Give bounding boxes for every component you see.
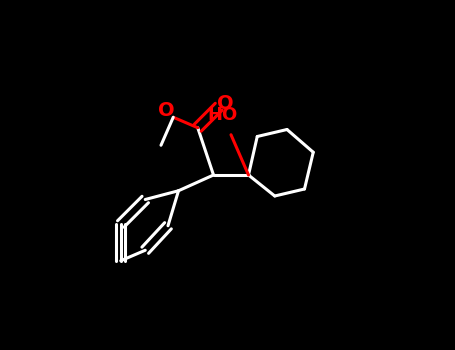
Text: HO: HO xyxy=(207,106,238,125)
Text: O: O xyxy=(158,101,175,120)
Text: O: O xyxy=(217,94,234,113)
